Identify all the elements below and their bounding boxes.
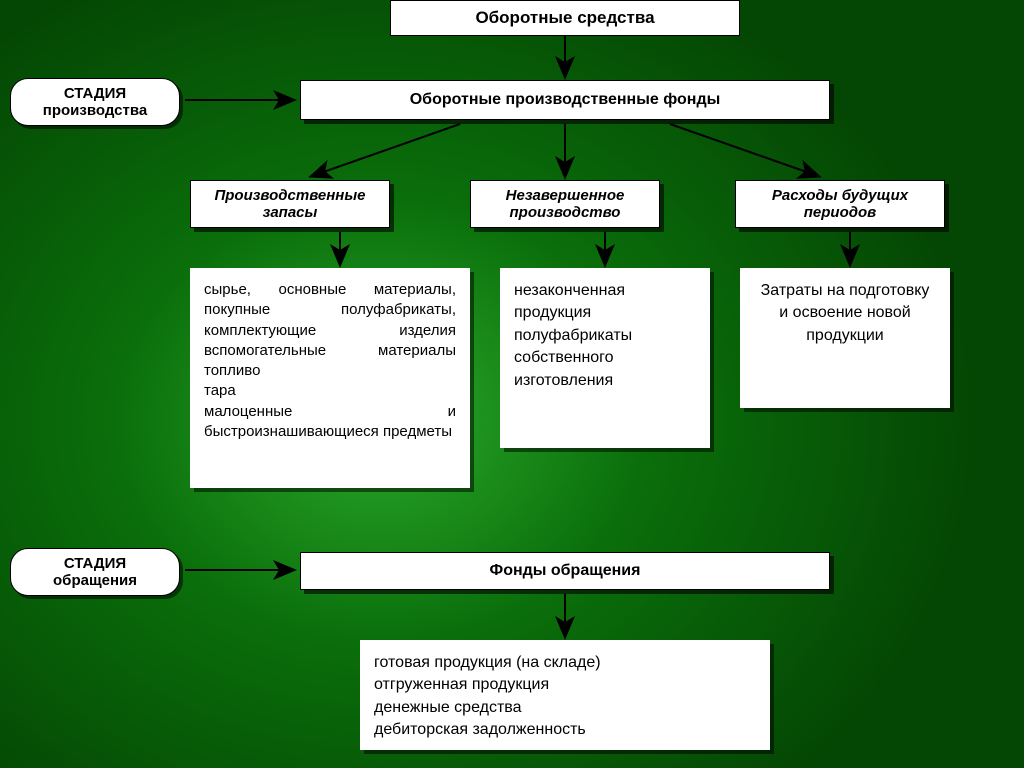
pill-line2: производства — [43, 102, 147, 119]
desc-raw-materials: сырье, основные материалы, покупные полу… — [190, 268, 470, 488]
node-label: Фонды обращения — [490, 562, 641, 580]
node-unfinished-production: Незавершенное производство — [470, 180, 660, 228]
node-future-expenses: Расходы будущих периодов — [735, 180, 945, 228]
pill-line1: СТАДИЯ — [64, 85, 126, 102]
desc-preparation-costs: Затраты на подготовку и освоение новой п… — [740, 268, 950, 408]
desc-content: сырье, основные материалы, покупные полу… — [204, 280, 456, 442]
node-circulation-funds: Фонды обращения — [300, 552, 830, 590]
desc-unfinished-products: незаконченная продукция полуфабрикаты со… — [500, 268, 710, 448]
desc-content: Затраты на подготовку и освоение новой п… — [754, 280, 936, 347]
arrow — [670, 124, 818, 176]
node-label: Оборотные производственные фонды — [410, 91, 721, 109]
node-line2: периодов — [804, 204, 877, 221]
node-production-stocks: Производственные запасы — [190, 180, 390, 228]
pill-line1: СТАДИЯ — [64, 555, 126, 572]
stage-circulation-pill: СТАДИЯ обращения — [10, 548, 180, 596]
node-label: Оборотные средства — [475, 8, 654, 28]
node-line1: Производственные — [214, 187, 365, 204]
node-line2: запасы — [263, 204, 318, 221]
node-line1: Расходы будущих — [772, 187, 908, 204]
node-line1: Незавершенное — [506, 187, 625, 204]
pill-line2: обращения — [53, 572, 137, 589]
desc-finished-products: готовая продукция (на складе) отгруженна… — [360, 640, 770, 750]
node-production-funds: Оборотные производственные фонды — [300, 80, 830, 120]
desc-content: готовая продукция (на складе) отгруженна… — [374, 652, 756, 742]
arrow — [312, 124, 460, 176]
stage-production-pill: СТАДИЯ производства — [10, 78, 180, 126]
node-working-capital: Оборотные средства — [390, 0, 740, 36]
node-line2: производство — [510, 204, 621, 221]
desc-content: незаконченная продукция полуфабрикаты со… — [514, 280, 696, 392]
